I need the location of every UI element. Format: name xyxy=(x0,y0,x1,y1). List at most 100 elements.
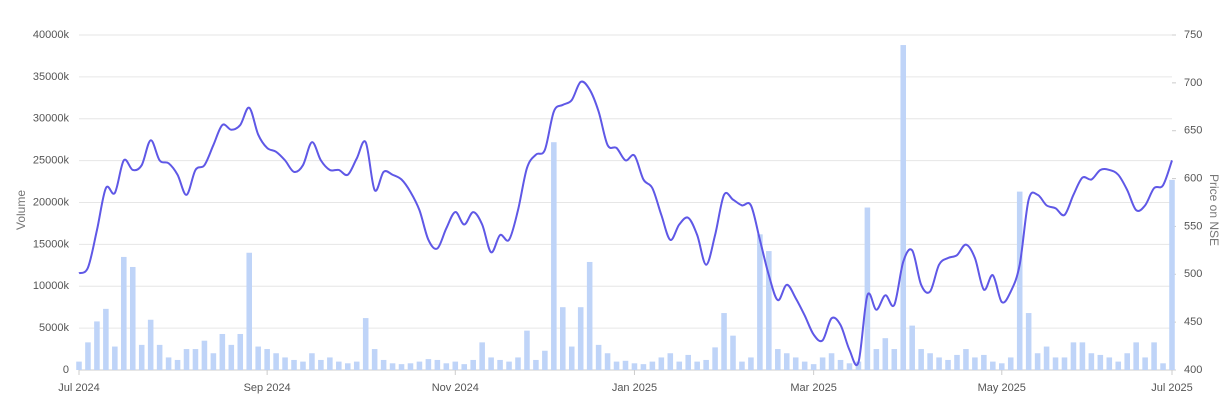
y2-axis-title: Price on NSE xyxy=(1207,174,1221,246)
volume-bar xyxy=(479,342,485,370)
volume-bar xyxy=(945,359,951,370)
volume-bar xyxy=(810,364,817,370)
x-tick-label: Jul 2025 xyxy=(1151,382,1193,394)
volume-bar xyxy=(524,330,530,370)
volume-bar xyxy=(873,349,880,370)
volume-bar xyxy=(568,346,575,370)
volume-bar xyxy=(94,321,100,370)
y-tick-label: 10000k xyxy=(33,280,70,292)
volume-bar xyxy=(1007,357,1014,370)
volume-bar xyxy=(362,318,369,370)
volume-bar xyxy=(219,333,226,370)
x-tick-label: Jan 2025 xyxy=(612,382,657,394)
volume-bar xyxy=(533,359,539,370)
volume-bar xyxy=(336,361,342,370)
volume-bar xyxy=(112,346,118,370)
volume-bar xyxy=(76,361,82,370)
volume-bar xyxy=(936,357,942,370)
volume-bar xyxy=(452,361,459,370)
volume-bar xyxy=(775,349,781,370)
x-tick-label: Jul 2024 xyxy=(58,382,100,394)
y2-tick-label: 750 xyxy=(1184,29,1202,41)
y2-tick-label: 450 xyxy=(1184,316,1202,328)
volume-bar xyxy=(783,353,790,370)
volume-bar xyxy=(703,359,709,370)
volume-bar xyxy=(542,350,548,370)
volume-bar xyxy=(757,234,763,370)
volume-bar xyxy=(300,361,306,370)
volume-bar xyxy=(891,349,898,370)
volume-bar xyxy=(855,361,862,370)
volume-bar xyxy=(676,361,683,370)
volume-bar xyxy=(586,261,593,370)
volume-bar xyxy=(318,359,324,370)
volume-bar xyxy=(882,338,889,370)
volume-bar xyxy=(192,349,199,370)
y2-tick-label: 500 xyxy=(1184,268,1202,280)
volume-bar xyxy=(174,359,181,370)
volume-bar xyxy=(488,357,494,370)
y-tick-label: 30000k xyxy=(33,113,70,125)
volume-bar xyxy=(1124,353,1130,370)
volume-bar xyxy=(282,357,288,370)
volume-bar xyxy=(443,363,450,370)
volume-bar xyxy=(766,251,772,370)
volume-bar xyxy=(156,344,163,370)
y-tick-label: 40000k xyxy=(33,29,70,41)
volume-bar xyxy=(291,359,297,370)
volume-bar xyxy=(380,359,387,370)
volume-bar xyxy=(344,363,351,370)
volume-bar xyxy=(138,344,145,370)
volume-bar xyxy=(631,363,638,370)
volume-bar xyxy=(721,313,727,370)
volume-bar xyxy=(1106,357,1113,370)
volume-bar xyxy=(246,252,252,370)
volume-bar xyxy=(85,342,91,370)
volume-bar xyxy=(309,353,315,370)
volume-bar xyxy=(1016,191,1023,370)
volume-bar xyxy=(327,357,333,370)
y2-tick-label: 700 xyxy=(1184,77,1202,89)
volume-bar xyxy=(667,353,674,370)
volume-bar xyxy=(927,353,933,370)
volume-bar xyxy=(1079,342,1086,370)
volume-bar xyxy=(909,325,915,370)
volume-bar xyxy=(237,333,244,370)
y-tick-label: 0 xyxy=(63,364,69,376)
volume-bar xyxy=(990,361,996,370)
volume-bar xyxy=(954,354,960,370)
volume-bar xyxy=(837,359,844,370)
volume-bar xyxy=(129,266,136,370)
y2-tick-label: 550 xyxy=(1184,220,1202,232)
volume-bar xyxy=(497,359,503,370)
volume-bar xyxy=(165,357,172,370)
volume-bar xyxy=(416,361,423,370)
volume-bar xyxy=(1133,342,1139,370)
x-tick-label: Sep 2024 xyxy=(244,382,291,394)
volume-bar xyxy=(434,359,441,370)
volume-bar xyxy=(1142,357,1148,370)
volume-bar xyxy=(389,363,396,370)
y-tick-label: 15000k xyxy=(33,238,70,250)
volume-bar xyxy=(461,364,468,370)
volume-bar xyxy=(470,359,476,370)
volume-bar xyxy=(506,361,512,370)
y2-tick-label: 650 xyxy=(1184,125,1202,137)
volume-bar xyxy=(595,344,602,370)
volume-bar xyxy=(1070,342,1077,370)
x-tick-label: May 2025 xyxy=(978,382,1026,394)
volume-bar xyxy=(864,207,871,370)
volume-bar xyxy=(900,45,907,371)
volume-bar xyxy=(228,344,235,370)
volume-bar xyxy=(613,361,620,370)
volume-bar xyxy=(1160,363,1166,370)
volume-bar xyxy=(739,361,745,370)
volume-bar xyxy=(560,307,566,370)
volume-bar xyxy=(201,340,208,370)
volume-bar xyxy=(273,353,279,370)
volume-bar xyxy=(1097,354,1104,370)
volume-bar xyxy=(828,353,835,370)
volume-bar xyxy=(1043,346,1050,370)
volume-bar xyxy=(918,349,924,370)
x-tick-label: Mar 2025 xyxy=(790,382,836,394)
